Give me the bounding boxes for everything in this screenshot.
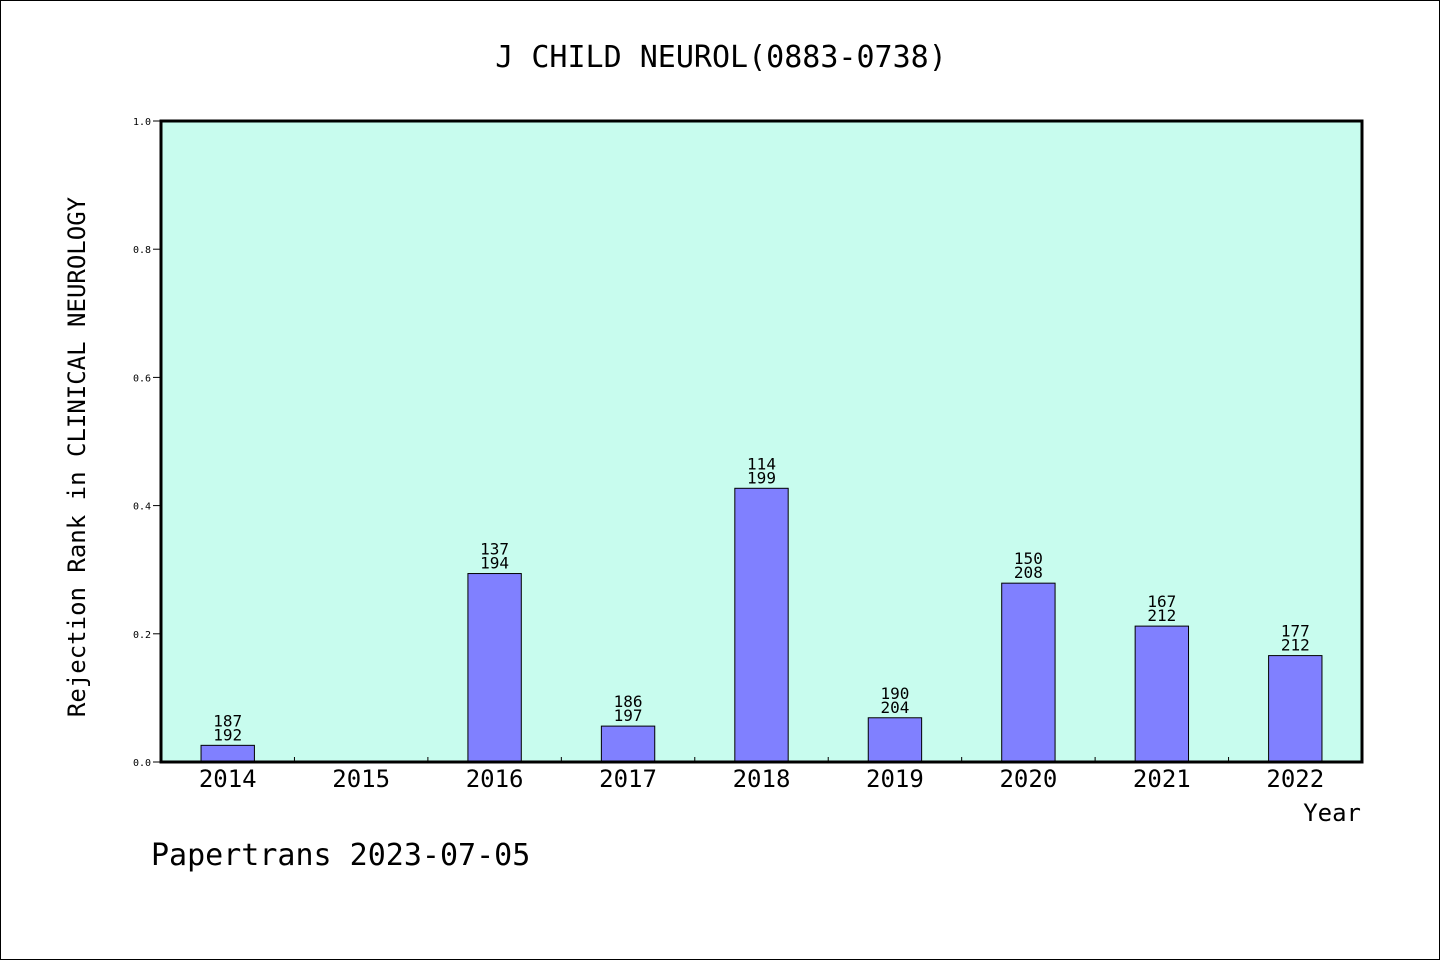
data-label-bottom: 197 xyxy=(614,706,643,725)
data-label-top: 186 xyxy=(614,692,643,711)
data-label-bottom: 194 xyxy=(480,554,509,573)
data-label-bottom: 204 xyxy=(880,698,909,717)
y-tick-label: 0.4 xyxy=(133,502,151,513)
y-axis-label: Rejection Rank in CLINICAL NEUROLOGY xyxy=(63,196,91,717)
bar-2020 xyxy=(1001,582,1056,763)
data-label-bottom: 212 xyxy=(1281,636,1310,655)
bar-2022 xyxy=(1268,655,1323,763)
data-label-bottom: 208 xyxy=(1014,563,1043,582)
y-tick-label: 1.0 xyxy=(133,117,151,128)
bar-2021 xyxy=(1134,625,1190,763)
x-tick-label: 2017 xyxy=(599,765,657,793)
data-label-top: 167 xyxy=(1147,592,1176,611)
bar-2018 xyxy=(734,487,789,763)
y-tick-label: 0.2 xyxy=(133,630,151,641)
data-label-bottom: 199 xyxy=(747,468,776,487)
x-tick-label: 2019 xyxy=(866,765,924,793)
bar-2016 xyxy=(467,573,522,763)
x-tick-label: 2020 xyxy=(999,765,1057,793)
bar-2017 xyxy=(600,725,656,763)
data-label-top: 190 xyxy=(880,684,909,703)
data-label-top: 177 xyxy=(1281,622,1310,641)
x-axis-label: Year xyxy=(1303,799,1361,827)
data-label-top: 114 xyxy=(747,454,776,473)
plot-frame xyxy=(159,119,1364,764)
y-tick-label: 0.6 xyxy=(133,373,151,384)
data-label-bottom: 212 xyxy=(1147,606,1176,625)
x-tick-label: 2021 xyxy=(1133,765,1191,793)
bar-2019 xyxy=(867,717,923,763)
y-tick-label: 0.8 xyxy=(133,245,151,256)
data-label-top: 187 xyxy=(213,711,242,730)
data-label-top: 137 xyxy=(480,540,509,559)
data-label-bottom: 192 xyxy=(213,725,242,744)
x-tick-label: 2018 xyxy=(733,765,791,793)
x-tick-label: 2022 xyxy=(1266,765,1324,793)
watermark-text: Papertrans 2023-07-05 xyxy=(151,838,530,873)
bar-2014 xyxy=(200,744,255,763)
chart-title: J CHILD NEUROL(0883-0738) xyxy=(495,40,947,75)
y-tick-label: 0.0 xyxy=(133,758,151,769)
x-tick-label: 2015 xyxy=(332,765,390,793)
x-tick-label: 2014 xyxy=(199,765,257,793)
data-label-top: 150 xyxy=(1014,549,1043,568)
x-tick-label: 2016 xyxy=(466,765,524,793)
